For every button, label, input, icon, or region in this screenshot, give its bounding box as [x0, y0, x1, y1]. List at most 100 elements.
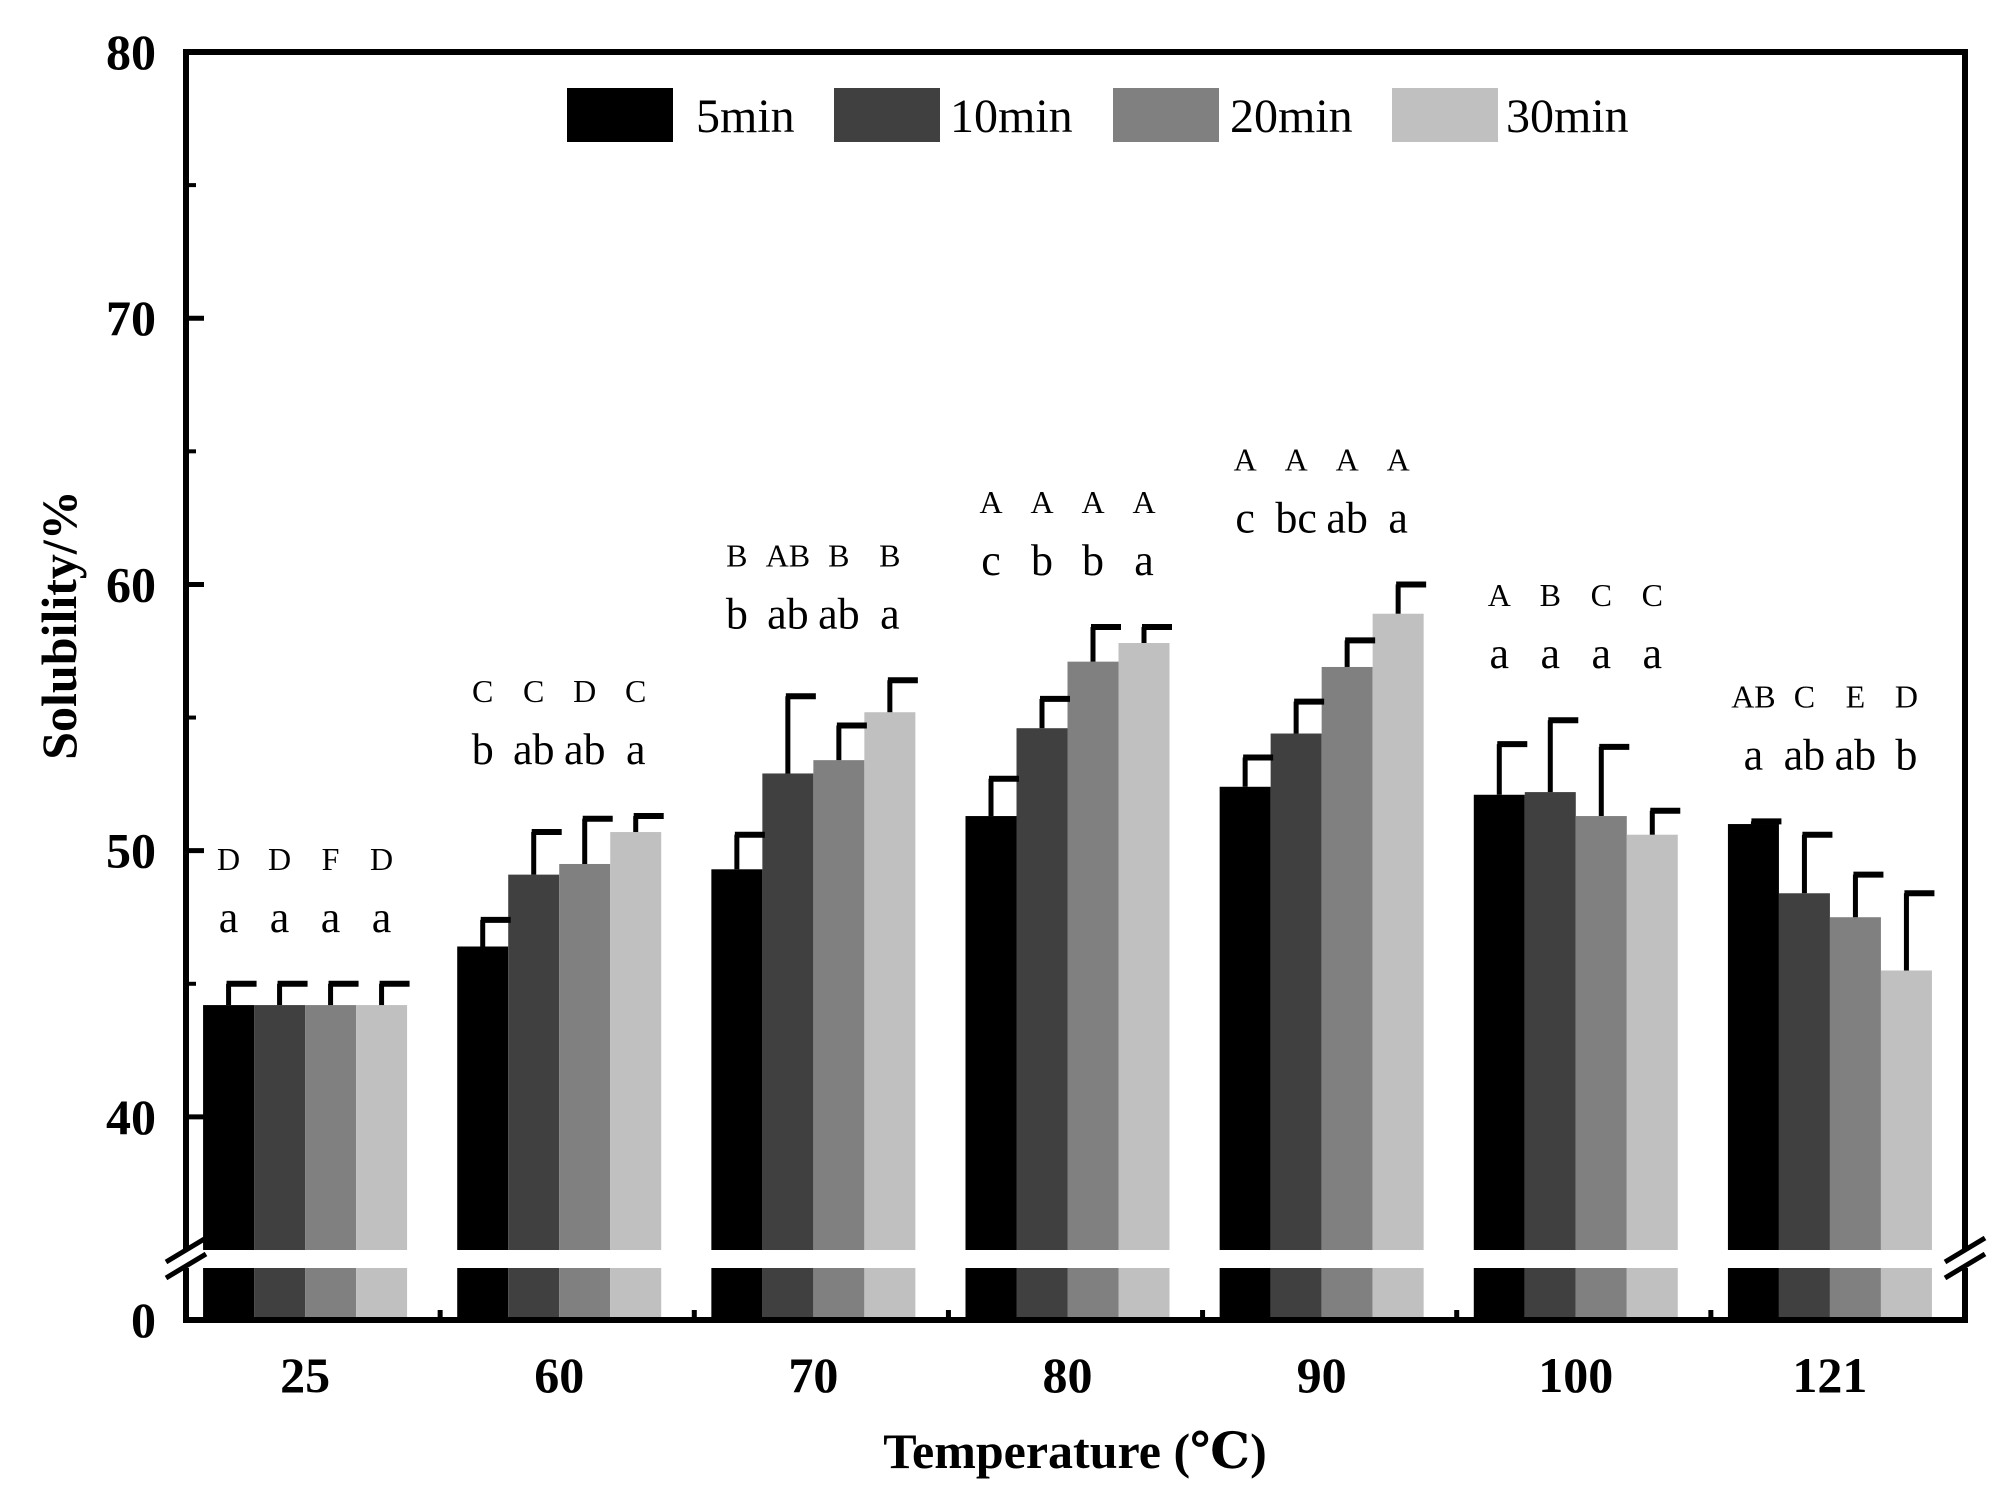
sig-lower-25-10min: a [270, 893, 290, 942]
sig-lower-70-20min: ab [818, 589, 860, 638]
sig-lower-80-20min: b [1082, 536, 1104, 585]
y-tick-label-80: 80 [106, 24, 156, 80]
sig-upper-60-30min: C [625, 673, 646, 709]
sig-upper-100-10min: B [1540, 577, 1561, 613]
plot-frame [164, 49, 1987, 1323]
bar-90-10min [1270, 733, 1322, 1320]
sig-lower-100-20min: a [1592, 629, 1612, 678]
sig-lower-90-20min: ab [1326, 493, 1368, 542]
sig-upper-60-10min: C [523, 673, 544, 709]
sig-upper-80-30min: A [1132, 484, 1155, 520]
legend: 5min 10min 20min 30min [567, 88, 1629, 143]
sig-lower-80-10min: b [1031, 536, 1053, 585]
sig-lower-25-20min: a [321, 893, 341, 942]
sig-lower-121-10min: ab [1784, 730, 1826, 779]
sig-lower-90-10min: bc [1275, 493, 1317, 542]
axis-ticks: 25 60 70 80 90 100 121 0 40 50 60 70 80 [106, 24, 1968, 1403]
x-axis-title: Temperature (℃) [883, 1423, 1266, 1479]
sig-lower-100-10min: a [1541, 629, 1561, 678]
legend-label-5min: 5min [696, 90, 795, 143]
sig-upper-100-20min: C [1591, 577, 1612, 613]
sig-upper-121-20min: E [1846, 678, 1866, 714]
sig-upper-25-10min: D [268, 841, 291, 877]
sig-lower-60-20min: ab [564, 725, 606, 774]
sig-upper-121-5min: AB [1731, 678, 1775, 714]
bar-70-10min [762, 773, 814, 1320]
bar-100-20min [1575, 816, 1627, 1320]
sig-lower-100-5min: a [1490, 629, 1510, 678]
y-tick-label-50: 50 [106, 823, 156, 879]
bar-80-5min [965, 816, 1017, 1320]
sig-upper-90-20min: A [1336, 441, 1359, 477]
y-tick-label-0: 0 [131, 1292, 156, 1348]
sig-upper-121-30min: D [1895, 678, 1918, 714]
bar-121-5min [1727, 824, 1779, 1320]
bar-80-20min [1067, 661, 1119, 1320]
legend-swatch-30min [1392, 88, 1498, 142]
bar-90-30min [1372, 613, 1424, 1320]
axis-break-gap [176, 1250, 1975, 1268]
break-mark-left-2 [164, 1251, 208, 1281]
sig-upper-80-5min: A [979, 484, 1002, 520]
sig-upper-25-5min: D [217, 841, 240, 877]
legend-label-20min: 20min [1230, 90, 1353, 143]
bar-60-20min [559, 863, 611, 1320]
sig-upper-80-20min: A [1081, 484, 1104, 520]
sig-lower-80-5min: c [981, 536, 1001, 585]
bar-121-10min [1778, 893, 1830, 1320]
break-mark-right-2 [1943, 1251, 1987, 1281]
x-tick-label-121: 121 [1792, 1347, 1867, 1403]
sig-lower-70-10min: ab [767, 589, 809, 638]
sig-lower-121-30min: b [1895, 730, 1917, 779]
sig-lower-90-30min: a [1388, 493, 1408, 542]
sig-upper-121-10min: C [1794, 678, 1815, 714]
legend-swatch-5min [567, 88, 673, 142]
sig-upper-70-5min: B [726, 537, 747, 573]
sig-upper-70-20min: B [828, 537, 849, 573]
sig-upper-100-30min: C [1642, 577, 1663, 613]
bar-90-5min [1219, 786, 1271, 1320]
x-tick-label-60: 60 [534, 1347, 584, 1403]
sig-lower-121-5min: a [1744, 730, 1764, 779]
sig-lower-60-30min: a [626, 725, 646, 774]
bar-70-5min [711, 869, 763, 1320]
sig-upper-70-10min: AB [766, 537, 810, 573]
y-tick-label-40: 40 [106, 1089, 156, 1145]
break-mark-right-1 [1943, 1235, 1987, 1265]
bar-25-10min [254, 1005, 306, 1320]
sig-lower-70-5min: b [726, 589, 748, 638]
bar-25-30min [356, 1005, 408, 1320]
legend-label-30min: 30min [1506, 90, 1629, 143]
y-tick-label-60: 60 [106, 556, 156, 612]
bar-100-30min [1626, 834, 1678, 1320]
sig-upper-80-10min: A [1030, 484, 1053, 520]
sig-lower-25-30min: a [372, 893, 392, 942]
bar-100-5min [1473, 794, 1525, 1320]
bar-80-30min [1118, 643, 1170, 1320]
sig-lower-25-5min: a [219, 893, 239, 942]
x-tick-label-80: 80 [1043, 1347, 1093, 1403]
axis-break-band [176, 1250, 1975, 1268]
legend-swatch-10min [834, 88, 940, 142]
sig-lower-80-30min: a [1134, 536, 1154, 585]
bar-25-5min [203, 1005, 255, 1320]
y-tick-label-70: 70 [106, 290, 156, 346]
legend-label-10min: 10min [950, 90, 1073, 143]
x-tick-label-70: 70 [788, 1347, 838, 1403]
sig-upper-90-30min: A [1387, 441, 1410, 477]
sig-upper-90-5min: A [1234, 441, 1257, 477]
bar-60-30min [610, 832, 662, 1320]
bar-70-20min [813, 760, 865, 1320]
sig-lower-90-5min: c [1235, 493, 1255, 542]
sig-lower-121-20min: ab [1835, 730, 1877, 779]
sig-lower-60-5min: b [472, 725, 494, 774]
break-mark-left-1 [164, 1235, 208, 1265]
legend-swatch-20min [1113, 88, 1219, 142]
bar-80-10min [1016, 728, 1068, 1320]
y-axis-title: Solubility/% [31, 490, 87, 760]
bars-layer [203, 613, 1932, 1320]
bar-70-30min [864, 712, 916, 1320]
sig-upper-100-5min: A [1488, 577, 1511, 613]
